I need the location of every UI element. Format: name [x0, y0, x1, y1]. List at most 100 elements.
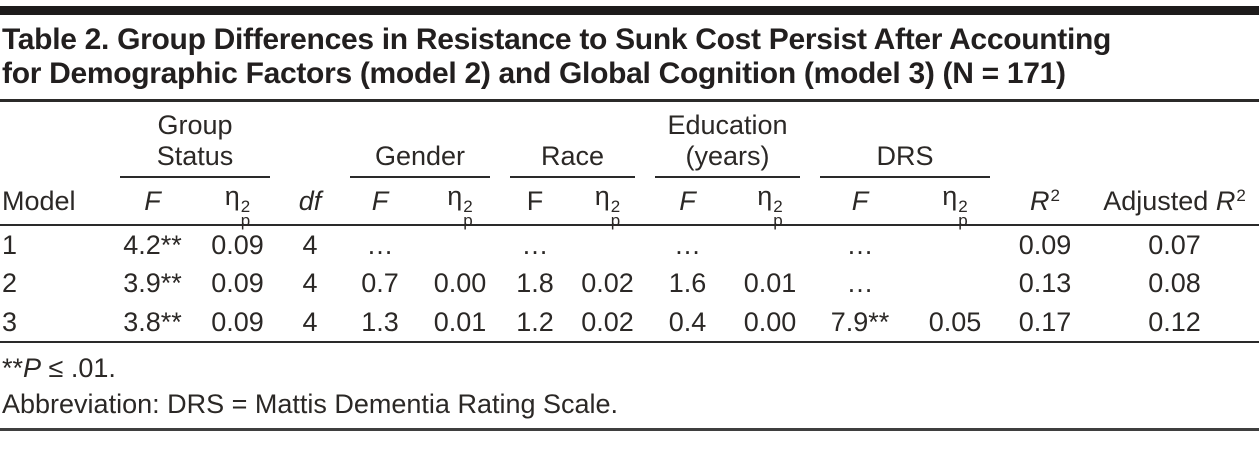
data-cell	[910, 225, 1000, 264]
col-adjusted-r2: Adjusted R2	[1090, 178, 1259, 226]
f-symbol: F	[679, 185, 696, 216]
data-cell: 4.2**	[123, 229, 182, 260]
abbreviation-note: Abbreviation: DRS = Mattis Dementia Rati…	[2, 389, 619, 419]
data-cell: 0.01	[420, 303, 501, 343]
data-cell: …	[846, 268, 874, 298]
table-row-model-1: 1 4.2** 0.09 4 … … … … 0.09 0.07	[0, 225, 1259, 264]
model-number-cell: 2	[2, 268, 18, 298]
data-cell: 1.3	[340, 303, 421, 343]
col-model: Model	[0, 178, 110, 226]
col-education-f: F	[645, 178, 731, 226]
table-title: Table 2. Group Differences in Resistance…	[2, 23, 1259, 91]
data-cell: 4	[280, 303, 341, 343]
r-squared-symbol: R	[1030, 185, 1050, 216]
spacer-r2	[1000, 102, 1090, 178]
data-cell: 1.2	[500, 303, 571, 343]
f-symbol: F	[371, 185, 389, 216]
data-cell: 0.01	[743, 268, 797, 298]
gender-spanner: Gender	[340, 102, 500, 178]
data-cell: …	[521, 229, 549, 260]
data-cell: …	[366, 229, 394, 260]
data-cell: 4	[302, 229, 318, 260]
data-cell: 1.8	[516, 268, 554, 298]
col-group-f: F	[110, 178, 195, 226]
data-cell: 7.9**	[810, 303, 911, 343]
table-title-line2: for Demographic Factors (model 2) and Gl…	[2, 57, 1066, 90]
education-line1: Education	[667, 110, 788, 140]
data-cell: 0.17	[1000, 303, 1091, 343]
data-cell: 0.02	[581, 268, 634, 298]
group-status-line2: Status	[156, 141, 234, 171]
p-symbol: P	[23, 353, 42, 383]
col-gender-f: F	[340, 178, 421, 226]
data-cell: 0.09	[211, 229, 264, 260]
significance-threshold: ≤ .01.	[41, 353, 116, 383]
data-cell: 0.13	[1018, 268, 1072, 298]
model-number-cell: 1	[2, 229, 18, 260]
data-cell: 0.09	[211, 268, 264, 298]
group-status-spanner: Group Status	[110, 102, 280, 178]
col-df: df	[280, 178, 341, 226]
top-rule	[0, 6, 1259, 15]
group-status-label: Group Status	[120, 110, 271, 178]
statistics-table: Group Status Gender Race Education (year…	[0, 102, 1259, 343]
data-cell	[730, 225, 810, 264]
f-symbol: F	[851, 185, 869, 216]
data-cell: 0.4	[645, 303, 731, 343]
table-row-model-3: 3 3.8** 0.09 4 1.3 0.01 1.2 0.02 0.4 0.0…	[0, 303, 1259, 343]
data-cell: 0.00	[730, 303, 811, 343]
gender-label: Gender	[350, 141, 491, 178]
data-cell: 0.00	[433, 268, 487, 298]
group-status-line1: Group	[157, 110, 233, 140]
data-cell: 4	[302, 268, 318, 298]
spacer-adjusted-r2	[1090, 102, 1259, 178]
data-cell: 0.07	[1148, 229, 1201, 260]
col-race-f: F	[500, 178, 571, 226]
data-cell: 0.08	[1148, 268, 1201, 298]
spacer-model	[0, 102, 110, 178]
education-line2: (years)	[685, 141, 770, 171]
f-symbol: F	[144, 185, 161, 216]
paper-table-figure: Table 2. Group Differences in Resistance…	[0, 6, 1259, 454]
bottom-rule	[0, 428, 1259, 431]
education-label: Education (years)	[655, 110, 801, 178]
data-cell: 0.12	[1090, 303, 1259, 343]
drs-spanner: DRS	[810, 102, 1000, 178]
data-cell: 0.05	[910, 303, 1001, 343]
spacer-df	[280, 102, 340, 178]
data-cell: 0.09	[1018, 229, 1072, 260]
table-row-model-2: 2 3.9** 0.09 4 0.7 0.00 1.8 0.02 1.6 0.0…	[0, 264, 1259, 303]
spanner-header-row: Group Status Gender Race Education (year…	[0, 102, 1259, 178]
data-cell	[570, 225, 645, 264]
r-squared-symbol: R	[1215, 185, 1236, 216]
race-label: Race	[510, 141, 636, 178]
table-footnotes: **P ≤ .01. Abbreviation: DRS = Mattis De…	[0, 343, 1259, 422]
f-symbol-upright: F	[526, 185, 544, 216]
data-cell	[420, 225, 500, 264]
col-drs-f: F	[810, 178, 911, 226]
data-cell: 3.9**	[123, 268, 182, 298]
col-r2: R2	[1000, 178, 1091, 226]
significance-note: **P ≤ .01.	[2, 350, 1259, 386]
data-cell: 3.8**	[110, 303, 195, 343]
df-symbol: df	[298, 185, 322, 216]
adjusted-label: Adjusted	[1103, 185, 1216, 216]
data-cell: 1.6	[668, 268, 707, 298]
table-title-line1: Table 2. Group Differences in Resistance…	[2, 23, 1112, 56]
data-cell: 0.02	[570, 303, 646, 343]
education-spanner: Education (years)	[645, 102, 810, 178]
model-number-cell: 3	[0, 303, 110, 343]
data-cell: …	[674, 229, 702, 260]
significance-stars: **	[2, 353, 24, 383]
drs-label: DRS	[820, 141, 991, 178]
